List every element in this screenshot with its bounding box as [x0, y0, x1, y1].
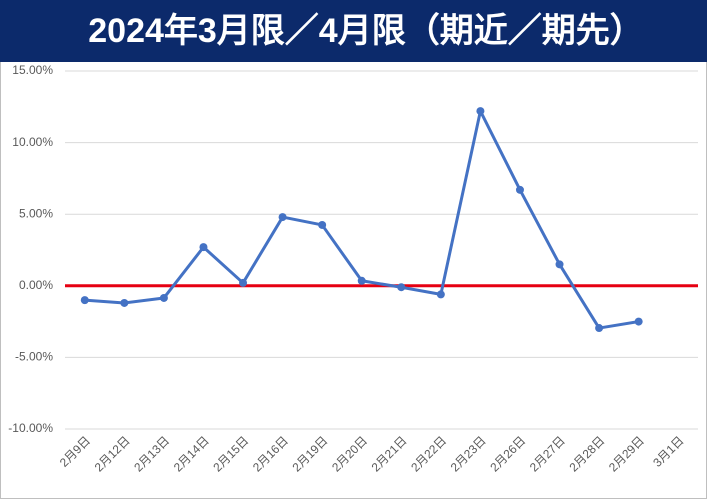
title-banner [0, 0, 707, 62]
data-point [159, 293, 168, 302]
y-tick-label: 15.00% [12, 63, 53, 77]
y-tick-label: -10.00% [8, 421, 53, 435]
data-point [357, 276, 366, 285]
data-point [278, 213, 287, 222]
y-tick-label: 5.00% [19, 206, 53, 220]
data-point [634, 317, 643, 326]
y-tick-label: 10.00% [12, 135, 53, 149]
chart-title: 2024年3月限／4月限（期近／期先） [88, 11, 643, 50]
y-tick-label: 0.00% [19, 278, 53, 292]
data-point [476, 107, 485, 116]
data-point [199, 243, 208, 252]
data-point [555, 260, 564, 269]
data-point [436, 290, 445, 299]
y-tick-label: -5.00% [15, 350, 53, 364]
data-point [595, 324, 604, 333]
data-point [120, 298, 129, 307]
data-point [239, 278, 248, 287]
data-point [515, 185, 524, 194]
data-point [318, 220, 327, 229]
data-point [80, 296, 89, 305]
data-point [397, 283, 406, 292]
